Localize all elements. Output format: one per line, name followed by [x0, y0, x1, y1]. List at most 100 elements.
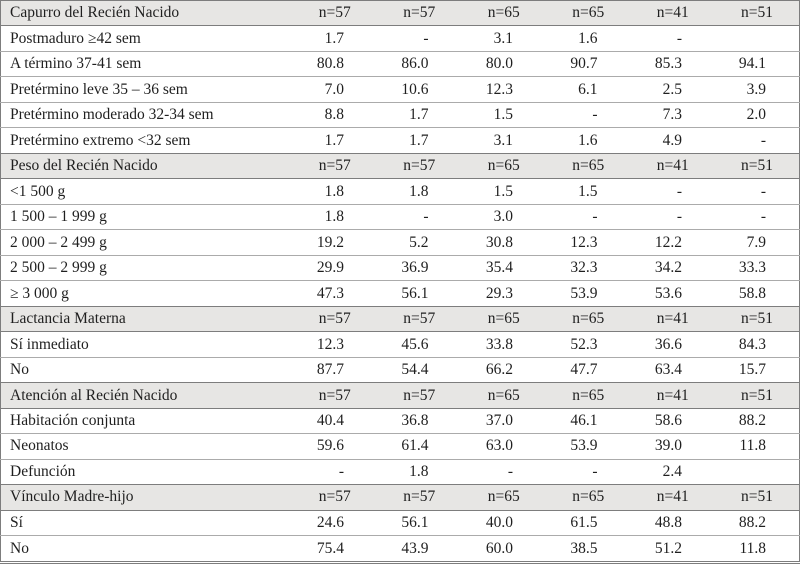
sample-size: n=65: [546, 305, 631, 333]
cell-value: 86.0: [377, 50, 462, 77]
cell-value: 63.4: [630, 356, 715, 383]
table-row: Sí inmediato 12.3 45.6 33.8 52.3 36.6 84.3: [0, 331, 800, 358]
cell-value: [715, 458, 800, 485]
sample-size: n=57: [377, 305, 462, 333]
table-row: Postmaduro ≥42 sem 1.7-3.1 1.6-: [0, 25, 800, 52]
sample-size: n=65: [461, 305, 546, 333]
cell-value: 4.9: [630, 127, 715, 154]
row-label: A término 37-41 sem: [0, 50, 293, 77]
cell-value: -: [461, 458, 546, 485]
cell-value: -: [715, 203, 800, 230]
sample-size: n=41: [630, 382, 715, 409]
section-header-row: Capurro del Recién Nacido n=57 n=57 n=65 n=6…: [0, 0, 800, 27]
sample-size: n=57: [292, 484, 377, 511]
sample-size: n=57: [292, 305, 377, 333]
cell-value: 53.9: [546, 280, 631, 307]
cell-value: 37.0: [461, 407, 546, 434]
cell-value: 35.4: [461, 254, 546, 281]
table-row: Sí 24.6 56.1 40.0 61.5 48.8 88.2: [0, 509, 800, 536]
sample-size: n=57: [292, 0, 377, 27]
cell-value: 88.2: [715, 509, 800, 536]
cell-value: 40.4: [292, 407, 377, 434]
cell-value: -: [715, 178, 800, 205]
cell-value: 7.0: [292, 76, 377, 103]
sample-size: n=65: [461, 152, 546, 180]
cell-value: 12.3: [546, 229, 631, 256]
section-header-row: Peso del Recién Nacido n=57 n=57 n=65 n=65 n=…: [0, 152, 800, 180]
cell-value: 60.0: [461, 535, 546, 563]
sample-size: n=51: [715, 382, 800, 409]
row-label: Pretérmino extremo <32 sem: [0, 127, 293, 154]
cell-value: 1.5: [461, 101, 546, 128]
cell-value: 87.7: [292, 356, 377, 383]
cell-value: 61.5: [546, 509, 631, 536]
cell-value: 32.3: [546, 254, 631, 281]
row-label: ≥ 3 000 g: [0, 280, 293, 307]
cell-value: 46.1: [546, 407, 631, 434]
table-row: No 75.4 43.9 60.0 38.5 51.2 11.8: [0, 535, 800, 563]
cell-value: 1.8: [377, 458, 462, 485]
table-row: 2 500 – 2 999 g 29.9 36.9 35.4 32.3 34.2 33.3: [0, 254, 800, 281]
cell-value: 12.2: [630, 229, 715, 256]
cell-value: 80.8: [292, 50, 377, 77]
cell-value: 29.9: [292, 254, 377, 281]
cell-value: 52.3: [546, 331, 631, 358]
cell-value: 3.1: [461, 25, 546, 52]
cell-value: [715, 25, 800, 52]
section-title: Capurro del Recién Nacido: [0, 0, 293, 27]
cell-value: 1.5: [546, 178, 631, 205]
cell-value: 30.8: [461, 229, 546, 256]
cell-value: 94.1: [715, 50, 800, 77]
cell-value: 36.8: [377, 407, 462, 434]
cell-value: 47.3: [292, 280, 377, 307]
cell-value: 3.1: [461, 127, 546, 154]
sample-size: n=51: [715, 0, 800, 27]
cell-value: 47.7: [546, 356, 631, 383]
sample-size: n=65: [546, 152, 631, 180]
cell-value: 53.9: [546, 433, 631, 460]
cell-value: 24.6: [292, 509, 377, 536]
table-row: 2 000 – 2 499 g 19.2 5.2 30.8 12.3 12.2 7.9: [0, 229, 800, 256]
cell-value: -: [630, 25, 715, 52]
cell-value: 58.6: [630, 407, 715, 434]
cell-value: 85.3: [630, 50, 715, 77]
cell-value: -: [377, 203, 462, 230]
cell-value: 58.8: [715, 280, 800, 307]
table-row: <1 500 g 1.8 1.8 1.5 1.5- -: [0, 178, 800, 205]
cell-value: 59.6: [292, 433, 377, 460]
cell-value: -: [377, 25, 462, 52]
cell-value: 63.0: [461, 433, 546, 460]
section-header-row: Vínculo Madre-hijo n=57 n=57 n=65 n=65 n=41 n=…: [0, 484, 800, 511]
cell-value: 45.6: [377, 331, 462, 358]
sample-size: n=57: [292, 382, 377, 409]
row-label: Neonatos: [0, 433, 293, 460]
table-row: Pretérmino extremo <32 sem 1.7 1.7 3.1 1.6 4.…: [0, 127, 800, 154]
cell-value: 84.3: [715, 331, 800, 358]
cell-value: 1.7: [377, 127, 462, 154]
cell-value: 1.5: [461, 178, 546, 205]
sample-size: n=57: [292, 152, 377, 180]
sample-size: n=57: [377, 484, 462, 511]
cell-value: 7.3: [630, 101, 715, 128]
row-label: <1 500 g: [0, 178, 293, 205]
section-title: Vínculo Madre-hijo: [0, 484, 293, 511]
cell-value: 66.2: [461, 356, 546, 383]
row-label: 1 500 – 1 999 g: [0, 203, 293, 230]
row-label: 2 500 – 2 999 g: [0, 254, 293, 281]
cell-value: 38.5: [546, 535, 631, 563]
cell-value: 12.3: [292, 331, 377, 358]
row-label: No: [0, 535, 293, 563]
row-label: Defunción: [0, 458, 293, 485]
section-title: Atención al Recién Nacido: [0, 382, 293, 409]
cell-value: -: [546, 101, 631, 128]
cell-value: 36.9: [377, 254, 462, 281]
sample-size: n=65: [461, 484, 546, 511]
row-label: Pretérmino moderado 32-34 sem: [0, 101, 293, 128]
cell-value: 43.9: [377, 535, 462, 563]
cell-value: 51.2: [630, 535, 715, 563]
cell-value: 48.8: [630, 509, 715, 536]
sample-size: n=65: [546, 484, 631, 511]
table-row: Pretérmino moderado 32-34 sem 8.8 1.7 1.5-7…: [0, 101, 800, 128]
cell-value: 11.8: [715, 535, 800, 563]
table-row: Defunción -1.8- -2.4: [0, 458, 800, 485]
